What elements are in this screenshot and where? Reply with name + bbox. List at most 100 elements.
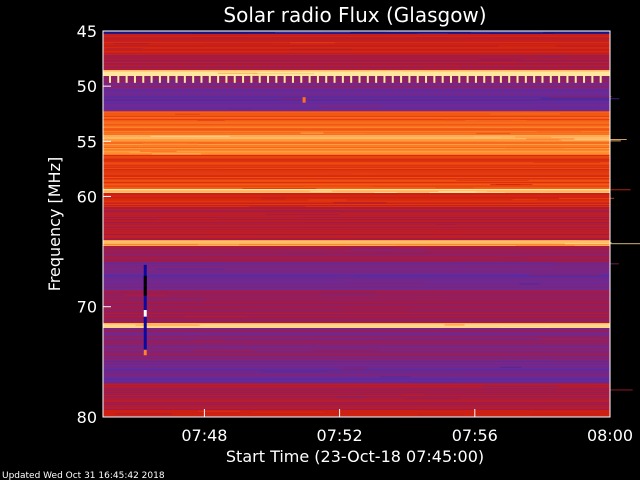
band-line (103, 317, 610, 318)
band-line (103, 160, 610, 161)
band-line (103, 131, 610, 132)
band-line (103, 278, 610, 279)
band-speckle (540, 98, 620, 100)
band-line (103, 77, 610, 78)
band-line (103, 127, 610, 128)
band-line (103, 117, 610, 118)
y-axis-label: Frequency [MHz] (45, 157, 64, 291)
band-speckle (456, 179, 529, 181)
band-line (103, 273, 610, 274)
band-line (103, 103, 610, 104)
band-line (103, 151, 610, 152)
x-tick-label: 08:00 (587, 426, 633, 445)
band-line (103, 392, 610, 393)
band-line (103, 91, 610, 92)
periodic-tick-mark (433, 75, 436, 83)
band-line (103, 383, 610, 384)
periodic-tick-mark (183, 75, 186, 83)
band-line (103, 192, 610, 193)
band-line (103, 337, 610, 338)
band-speckle (307, 133, 366, 135)
band-line (103, 115, 610, 116)
band-line (103, 214, 610, 215)
band-line (103, 50, 610, 51)
band-line (103, 360, 610, 361)
band-speckle (515, 244, 575, 246)
band-line (103, 330, 610, 331)
band-speckle (332, 275, 356, 277)
band-line (103, 343, 610, 344)
band-line (103, 33, 610, 34)
band-line (103, 352, 610, 353)
band-line (103, 207, 610, 208)
band-line (103, 341, 610, 342)
band-line (103, 187, 610, 188)
band-line (103, 361, 610, 362)
band-line (103, 395, 610, 396)
band-speckle (429, 192, 505, 194)
band-line (103, 267, 610, 268)
band-line (103, 158, 610, 159)
periodic-tick-mark (109, 75, 111, 83)
band-line (103, 143, 610, 144)
band-line (103, 348, 610, 349)
band-line (103, 119, 610, 120)
event-mark (143, 349, 147, 356)
band-line (103, 100, 610, 101)
band-line (103, 118, 610, 119)
band-speckle (495, 360, 555, 362)
band-line (103, 331, 610, 332)
band-line (103, 406, 610, 407)
band-speckle (476, 191, 546, 193)
band-line (103, 375, 610, 376)
periodic-tick-mark (316, 75, 319, 83)
band-line (103, 177, 610, 178)
band-speckle (242, 188, 317, 190)
band-line (103, 90, 610, 91)
periodic-tick-mark (574, 75, 577, 83)
band-speckle (142, 143, 199, 145)
band-line (103, 45, 610, 46)
band-line (103, 367, 610, 368)
band-line (103, 161, 610, 162)
band-line (103, 387, 610, 388)
band-line (103, 295, 610, 296)
band-line (103, 261, 610, 262)
band-line (103, 377, 610, 378)
periodic-tick-mark (458, 75, 461, 83)
band-line (103, 146, 610, 147)
band-line (103, 82, 610, 83)
band-line (103, 216, 610, 217)
band-line (103, 196, 610, 197)
periodic-tick-mark (150, 75, 153, 83)
band-line (103, 171, 610, 172)
band-line (103, 43, 610, 44)
band-line (103, 247, 610, 248)
band-speckle (289, 42, 336, 44)
band-line (103, 370, 610, 371)
band-speckle (243, 182, 269, 184)
band-speckle (300, 132, 324, 134)
band-line (103, 412, 610, 413)
band-line (103, 210, 610, 211)
band-line (103, 74, 610, 75)
y-tick-label: 50 (77, 77, 97, 96)
band-line (103, 268, 610, 269)
band-line (103, 98, 610, 99)
band-line (103, 60, 610, 61)
band-line (103, 46, 610, 47)
band-line (103, 239, 610, 240)
band-line (103, 260, 610, 261)
band-speckle (266, 213, 340, 215)
band-line (103, 174, 610, 175)
band-line (103, 64, 610, 65)
band-speckle (417, 414, 465, 416)
band-speckle (109, 323, 136, 325)
y-axis: 45 50 55 60 70 80 (77, 22, 111, 427)
band-line (103, 335, 610, 336)
band-line (103, 113, 610, 114)
band-speckle (308, 199, 347, 201)
band-line (103, 372, 610, 373)
band-line (103, 353, 610, 354)
band-line (103, 269, 610, 270)
